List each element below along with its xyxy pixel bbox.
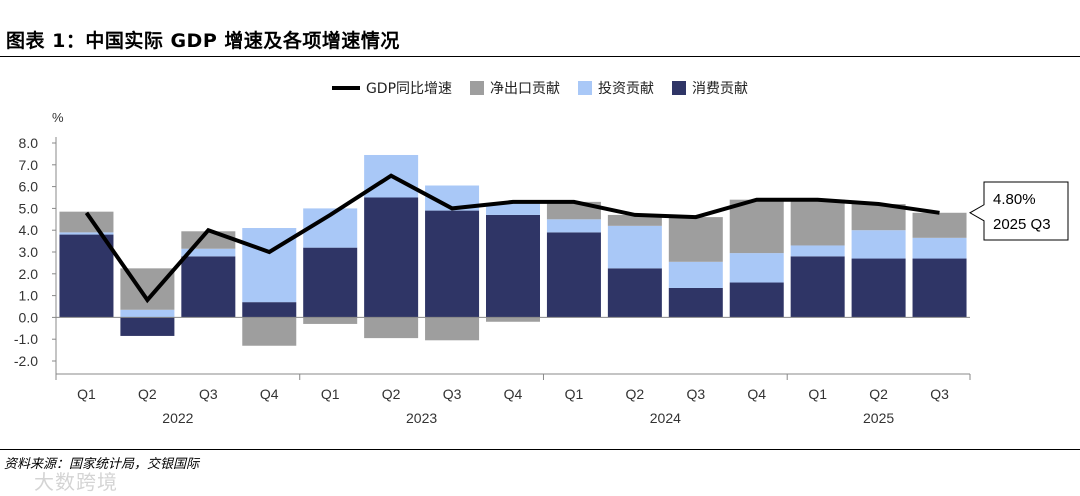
bar-net-export bbox=[790, 199, 845, 246]
bar-investment bbox=[546, 219, 601, 233]
bar-consumption bbox=[59, 234, 114, 318]
bar-consumption bbox=[120, 317, 175, 336]
source-note: 资料来源：国家统计局，交银国际 bbox=[4, 457, 200, 472]
bar-consumption bbox=[364, 197, 419, 318]
x-tick-label: Q3 bbox=[686, 386, 705, 402]
annotation-period: 2025 Q3 bbox=[993, 216, 1051, 233]
bar-investment bbox=[120, 309, 175, 318]
bar-net-export bbox=[607, 214, 662, 226]
bottom-divider bbox=[0, 449, 1080, 450]
bar-investment bbox=[181, 248, 236, 257]
legend-swatch-net-export bbox=[470, 81, 485, 95]
legend-swatch-gdp bbox=[331, 86, 360, 90]
x-tick-label: Q1 bbox=[808, 386, 827, 402]
x-tick-label: Q4 bbox=[504, 386, 523, 402]
x-year-label: 2023 bbox=[406, 410, 437, 426]
bar-consumption bbox=[303, 247, 358, 318]
gdp-chart: % -2.0 -1.0 0.0 1.0 2.0 3.0 4.0 5.0 6.0 7.0 8.0 Q1 Q2… bbox=[14, 110, 1069, 426]
legend-label-gdp: GDP同比增速 bbox=[365, 81, 453, 97]
page-title: 图表 1：中国实际 GDP 增速及各项增速情况 bbox=[6, 30, 400, 52]
legend-label-investment: 投资贡献 bbox=[598, 81, 655, 97]
bar-consumption bbox=[181, 256, 236, 318]
x-year-label: 2024 bbox=[650, 410, 681, 426]
bar-consumption bbox=[607, 268, 662, 318]
watermark: 大数跨境 bbox=[34, 470, 118, 494]
top-divider bbox=[0, 56, 1080, 57]
legend-swatch-consumption bbox=[672, 81, 687, 95]
bar-net-export bbox=[181, 231, 236, 249]
bar-net-export bbox=[59, 211, 114, 233]
y-tick-label: 2.0 bbox=[19, 266, 39, 282]
x-tick-label: Q2 bbox=[626, 386, 645, 402]
bar-investment bbox=[486, 202, 540, 215]
bar-consumption bbox=[729, 282, 784, 318]
bar-consumption bbox=[546, 232, 601, 318]
y-unit-label: % bbox=[52, 110, 64, 125]
bar-net-export bbox=[912, 212, 967, 238]
bar-consumption bbox=[851, 258, 906, 318]
y-tick-label: 4.0 bbox=[19, 222, 39, 238]
y-tick-label: -1.0 bbox=[14, 331, 38, 347]
bar-consumption bbox=[790, 256, 845, 318]
y-tick-label: 0.0 bbox=[19, 309, 39, 325]
legend-item-investment: 投资贡献 bbox=[578, 78, 654, 98]
y-tick-label: 6.0 bbox=[19, 179, 39, 195]
y-tick-label: 5.0 bbox=[19, 200, 39, 216]
bar-consumption bbox=[242, 302, 297, 318]
bar-investment bbox=[607, 225, 662, 269]
bar-net-export bbox=[242, 317, 297, 346]
bar-consumption bbox=[668, 287, 723, 318]
legend-swatch-investment bbox=[578, 81, 593, 95]
bar-consumption bbox=[912, 258, 967, 318]
bar-net-export bbox=[364, 317, 419, 339]
y-tick-label: 3.0 bbox=[19, 244, 39, 260]
x-tick-label: Q3 bbox=[443, 386, 462, 402]
bar-consumption bbox=[425, 210, 480, 318]
y-tick-label: 7.0 bbox=[19, 157, 39, 173]
legend-item-net-export: 净出口贡献 bbox=[470, 78, 560, 98]
x-year-label: 2022 bbox=[162, 410, 193, 426]
legend-label-consumption: 消费贡献 bbox=[692, 81, 749, 97]
y-tick-label: 8.0 bbox=[19, 135, 39, 151]
x-tick-label: Q4 bbox=[260, 386, 279, 402]
bar-investment bbox=[668, 261, 723, 288]
x-tick-label: Q2 bbox=[382, 386, 401, 402]
x-year-label: 2025 bbox=[863, 410, 894, 426]
bar-net-export bbox=[668, 217, 723, 262]
bar-net-export bbox=[729, 199, 784, 254]
bar-net-export bbox=[486, 317, 540, 322]
x-tick-label: Q3 bbox=[199, 386, 218, 402]
x-tick-label: Q2 bbox=[869, 386, 888, 402]
x-tick-label: Q1 bbox=[565, 386, 584, 402]
chart-legend: GDP同比增速 净出口贡献 投资贡献 消费贡献 bbox=[0, 78, 1080, 98]
y-tick-label: -2.0 bbox=[14, 353, 38, 369]
x-tick-label: Q1 bbox=[77, 386, 96, 402]
bar-investment bbox=[729, 253, 784, 283]
x-tick-label: Q2 bbox=[138, 386, 157, 402]
annotation-value: 4.80% bbox=[993, 191, 1036, 208]
bar-investment bbox=[59, 232, 114, 235]
bar-consumption bbox=[486, 214, 540, 318]
bar-net-export bbox=[425, 317, 480, 341]
x-tick-label: Q3 bbox=[930, 386, 949, 402]
bar-investment bbox=[912, 237, 967, 259]
bar-investment bbox=[851, 230, 906, 259]
y-tick-label: 1.0 bbox=[19, 288, 39, 304]
gdp-line bbox=[84, 173, 940, 304]
x-tick-label: Q4 bbox=[747, 386, 766, 402]
legend-item-gdp: GDP同比增速 bbox=[331, 78, 453, 98]
legend-label-net-export: 净出口贡献 bbox=[490, 81, 561, 97]
bar-net-export bbox=[303, 317, 358, 324]
x-tick-label: Q1 bbox=[321, 386, 340, 402]
legend-item-consumption: 消费贡献 bbox=[672, 78, 748, 98]
bar-investment bbox=[790, 245, 845, 257]
annotation-callout bbox=[968, 181, 1069, 241]
